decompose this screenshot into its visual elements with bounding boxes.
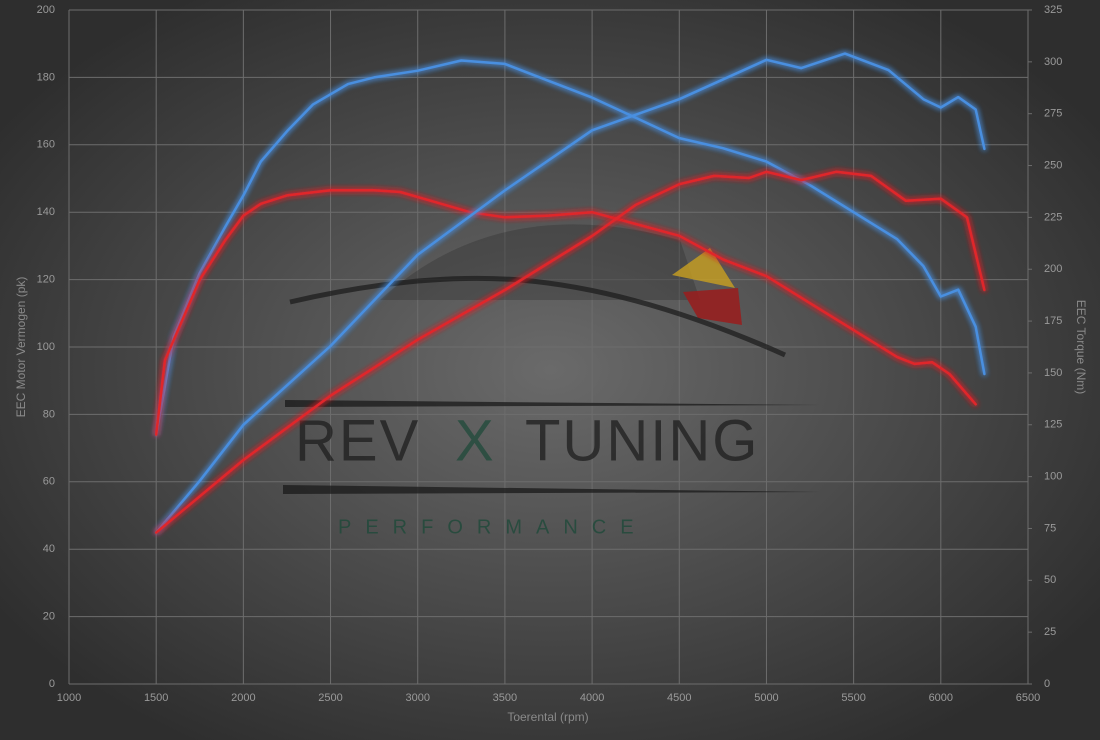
series-line xyxy=(154,189,977,436)
series-line xyxy=(154,170,986,534)
y-tick-label: 20 xyxy=(43,611,55,623)
y2-tick-label: 175 xyxy=(1044,315,1062,327)
y2-tick-label: 225 xyxy=(1044,211,1062,223)
y-tick-label: 140 xyxy=(37,206,55,218)
logo-gauge xyxy=(380,224,700,300)
x-tick-label: 2000 xyxy=(231,692,255,704)
y2-tick-label: 300 xyxy=(1044,56,1062,68)
y2-tick-label: 25 xyxy=(1044,626,1056,638)
y-tick-label: 40 xyxy=(43,543,55,555)
y-tick-label: 100 xyxy=(37,341,55,353)
y2-tick-label: 0 xyxy=(1044,678,1050,690)
series-line xyxy=(154,52,986,534)
x-tick-label: 3500 xyxy=(493,692,517,704)
y2-tick-label: 250 xyxy=(1044,159,1062,171)
y-tick-label: 120 xyxy=(37,274,55,286)
y2-tick-label: 100 xyxy=(1044,471,1062,483)
y2-tick-label: 275 xyxy=(1044,108,1062,120)
x-tick-label: 5500 xyxy=(841,692,865,704)
y-tick-label: 60 xyxy=(43,476,55,488)
y2-tick-label: 325 xyxy=(1044,4,1062,16)
x-tick-label: 5000 xyxy=(754,692,778,704)
y2-tick-label: 50 xyxy=(1044,574,1056,586)
x-tick-label: 6500 xyxy=(1016,692,1040,704)
y2-tick-label: 150 xyxy=(1044,367,1062,379)
x-tick-label: 4000 xyxy=(580,692,604,704)
y-tick-label: 200 xyxy=(37,4,55,16)
x-tick-label: 1000 xyxy=(57,692,81,704)
y-tick-label: 180 xyxy=(37,71,55,83)
series-line xyxy=(154,59,986,436)
logo-gauge-red xyxy=(683,288,742,325)
x-axis-title: Toerental (rpm) xyxy=(507,710,588,724)
y-axis-title: EEC Motor Vermogen (pk) xyxy=(14,277,28,418)
x-tick-label: 4500 xyxy=(667,692,691,704)
y2-tick-label: 125 xyxy=(1044,419,1062,431)
watermark-text: PERFORMANCE xyxy=(338,516,648,538)
x-tick-label: 2500 xyxy=(318,692,342,704)
y-tick-label: 160 xyxy=(37,139,55,151)
y-tick-label: 0 xyxy=(49,678,55,690)
y2-axis-title: EEC Torque (Nm) xyxy=(1074,300,1088,394)
logo-gauge-yellow xyxy=(672,248,735,288)
y2-tick-label: 200 xyxy=(1044,263,1062,275)
x-tick-label: 3000 xyxy=(405,692,429,704)
grid xyxy=(68,9,1029,685)
y2-tick-label: 75 xyxy=(1044,522,1056,534)
watermark-text: TUNING xyxy=(525,408,759,473)
watermark-text: REV xyxy=(295,408,420,473)
y-tick-label: 80 xyxy=(43,408,55,420)
x-tick-label: 1500 xyxy=(144,692,168,704)
watermark-text: X xyxy=(455,408,496,473)
x-tick-label: 6000 xyxy=(929,692,953,704)
